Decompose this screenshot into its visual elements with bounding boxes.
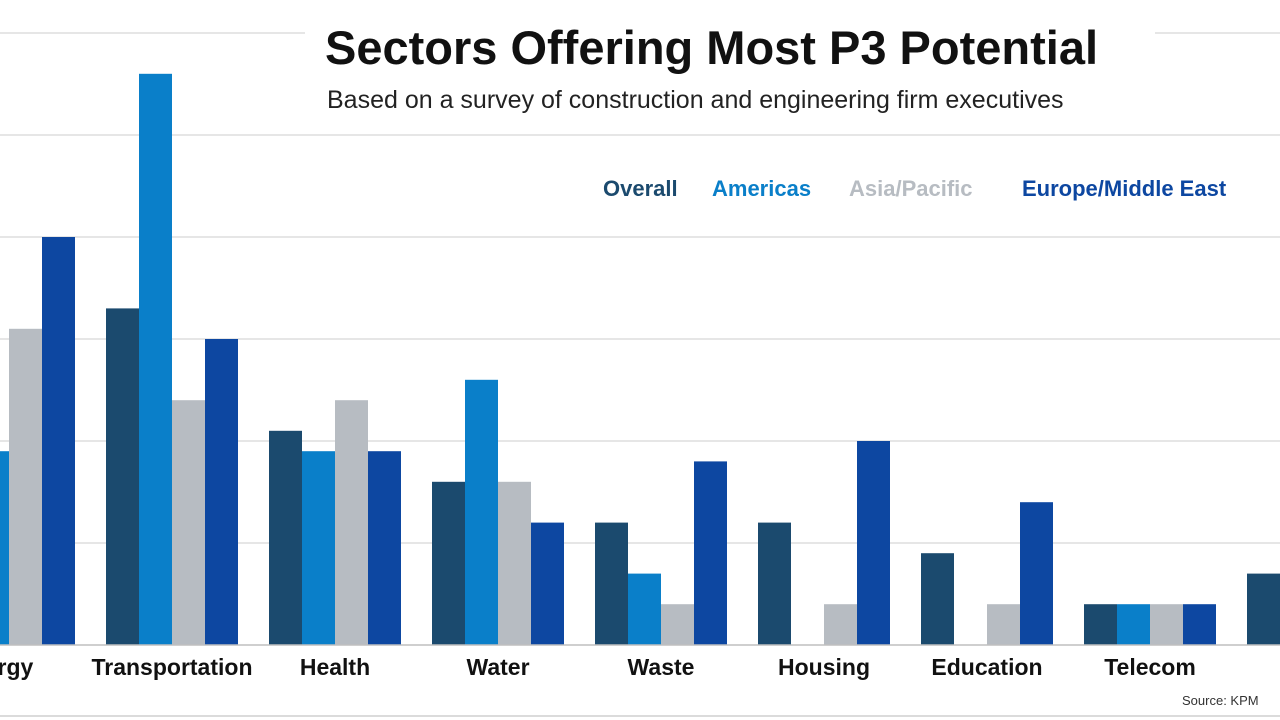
bar xyxy=(0,451,9,645)
bar xyxy=(42,237,75,645)
bar xyxy=(302,451,335,645)
bar xyxy=(824,604,857,645)
bar xyxy=(432,481,465,645)
category-label: Transportation xyxy=(91,654,252,680)
category-label: Water xyxy=(466,654,529,680)
bar xyxy=(1020,502,1053,645)
bar xyxy=(1247,573,1280,645)
category-label: Health xyxy=(300,654,370,680)
bar xyxy=(921,553,954,645)
bar xyxy=(1150,604,1183,645)
legend-entry: Europe/Middle East xyxy=(1022,176,1227,201)
bar xyxy=(465,379,498,645)
bar xyxy=(172,400,205,645)
bar xyxy=(269,430,302,645)
bar xyxy=(595,522,628,645)
legend: Overall Americas Asia/Pacific Europe/Middle… xyxy=(603,176,1227,201)
chart-title: Sectors Offering Most P3 Potential xyxy=(325,21,1098,74)
category-label: Education xyxy=(931,654,1042,680)
legend-entry: Overall xyxy=(603,176,678,201)
source-note: Source: KPM xyxy=(1182,693,1259,708)
category-label: Housing xyxy=(778,654,870,680)
category-label: Telecom xyxy=(1104,654,1196,680)
bar xyxy=(498,481,531,645)
bar xyxy=(758,522,791,645)
category-label: ergy xyxy=(0,654,33,680)
legend-entry: Americas xyxy=(712,176,811,201)
bar xyxy=(1084,604,1117,645)
chart-subtitle: Based on a survey of construction and en… xyxy=(327,86,1064,114)
bar xyxy=(987,604,1020,645)
bar xyxy=(694,461,727,645)
bar xyxy=(531,522,564,645)
bar xyxy=(335,400,368,645)
bar xyxy=(857,441,890,645)
bar xyxy=(628,573,661,645)
category-label: Waste xyxy=(628,654,695,680)
bar xyxy=(1117,604,1150,645)
bar xyxy=(139,73,172,646)
bar xyxy=(368,451,401,645)
bar xyxy=(205,339,238,645)
category-labels: ergy Transportation Health Water Waste Housin… xyxy=(0,654,1196,680)
bar xyxy=(106,308,139,645)
bar xyxy=(661,604,694,645)
bar xyxy=(9,328,42,645)
bars xyxy=(0,73,1280,646)
bar xyxy=(1183,604,1216,645)
legend-entry: Asia/Pacific xyxy=(849,176,973,201)
title-backdrop xyxy=(305,14,1155,124)
